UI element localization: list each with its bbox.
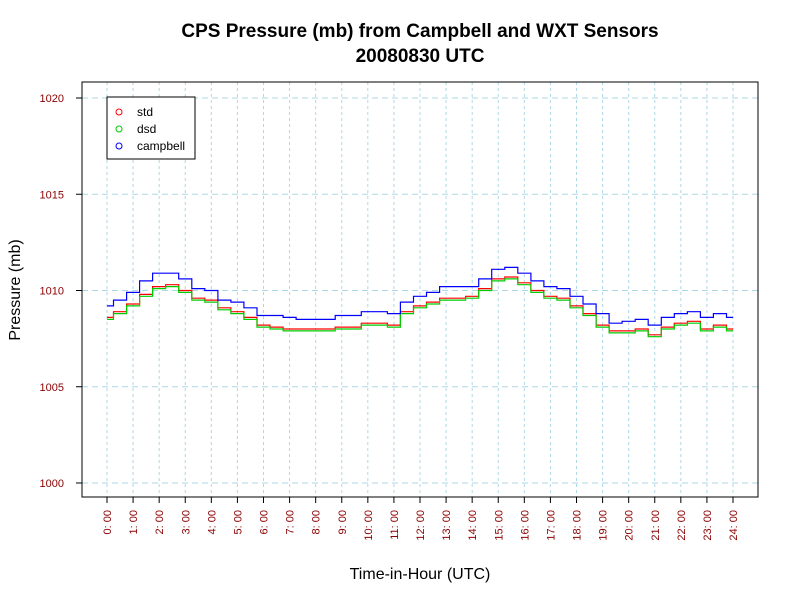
series-line-dsd bbox=[107, 278, 733, 338]
y-tick-label: 1000 bbox=[40, 478, 64, 490]
x-tick-label: 22: 00 bbox=[676, 510, 688, 541]
legend-marker-dsd bbox=[115, 125, 123, 133]
series-lines bbox=[107, 266, 733, 338]
x-tick-label: 6: 00 bbox=[259, 510, 271, 534]
x-tick-label: 11: 00 bbox=[389, 510, 401, 540]
x-tick-label: 4: 00 bbox=[206, 510, 218, 534]
x-tick-label: 23: 00 bbox=[702, 510, 714, 541]
legend-marker-std bbox=[115, 108, 123, 116]
x-tick-label: 3: 00 bbox=[180, 510, 192, 534]
y-tick-label: 1015 bbox=[40, 189, 64, 201]
legend-marker-campbell bbox=[115, 142, 123, 150]
y-ticks: 1000 1005 1010 1015 1020 bbox=[40, 93, 82, 490]
x-tick-label: 14: 00 bbox=[467, 510, 479, 541]
chart-title: CPS Pressure (mb) from Campbell and WXT … bbox=[181, 21, 658, 42]
x-tick-label: 17: 00 bbox=[545, 510, 557, 541]
x-tick-label: 16: 00 bbox=[519, 510, 531, 541]
x-tick-label: 20: 00 bbox=[624, 510, 636, 541]
x-tick-label: 15: 00 bbox=[493, 510, 505, 541]
x-tick-label: 12: 00 bbox=[415, 510, 427, 541]
x-tick-label: 2: 00 bbox=[154, 510, 166, 534]
x-tick-label: 1: 00 bbox=[128, 510, 140, 534]
y-tick-label: 1020 bbox=[40, 93, 64, 105]
legend-label-std: std bbox=[137, 105, 153, 119]
y-tick-label: 1010 bbox=[40, 286, 64, 298]
x-tick-label: 5: 00 bbox=[232, 510, 244, 534]
x-tick-label: 7: 00 bbox=[285, 510, 297, 534]
legend: std dsd campbell bbox=[106, 96, 196, 160]
x-tick-label: 18: 00 bbox=[572, 510, 584, 541]
chart-subtitle: 20080830 UTC bbox=[356, 46, 485, 67]
x-axis-label: Time-in-Hour (UTC) bbox=[350, 566, 491, 583]
legend-label-dsd: dsd bbox=[137, 122, 156, 136]
y-axis-label: Pressure (mb) bbox=[7, 239, 24, 340]
series-line-campbell bbox=[107, 266, 733, 326]
legend-label-campbell: campbell bbox=[137, 139, 185, 153]
x-ticks: 0: 00 1: 00 2: 00 3: 00 4: 00 5: 00 6: 00 7: 00… bbox=[102, 497, 740, 541]
y-tick-label: 1005 bbox=[40, 382, 64, 394]
x-tick-label: 0: 00 bbox=[102, 510, 114, 534]
x-tick-label: 9: 00 bbox=[337, 510, 349, 534]
x-tick-label: 8: 00 bbox=[311, 510, 323, 534]
x-tick-label: 19: 00 bbox=[598, 510, 610, 541]
x-tick-label: 24: 00 bbox=[728, 510, 740, 541]
x-tick-label: 10: 00 bbox=[363, 510, 375, 541]
x-tick-label: 13: 00 bbox=[441, 510, 453, 541]
x-tick-label: 21: 00 bbox=[650, 510, 662, 541]
